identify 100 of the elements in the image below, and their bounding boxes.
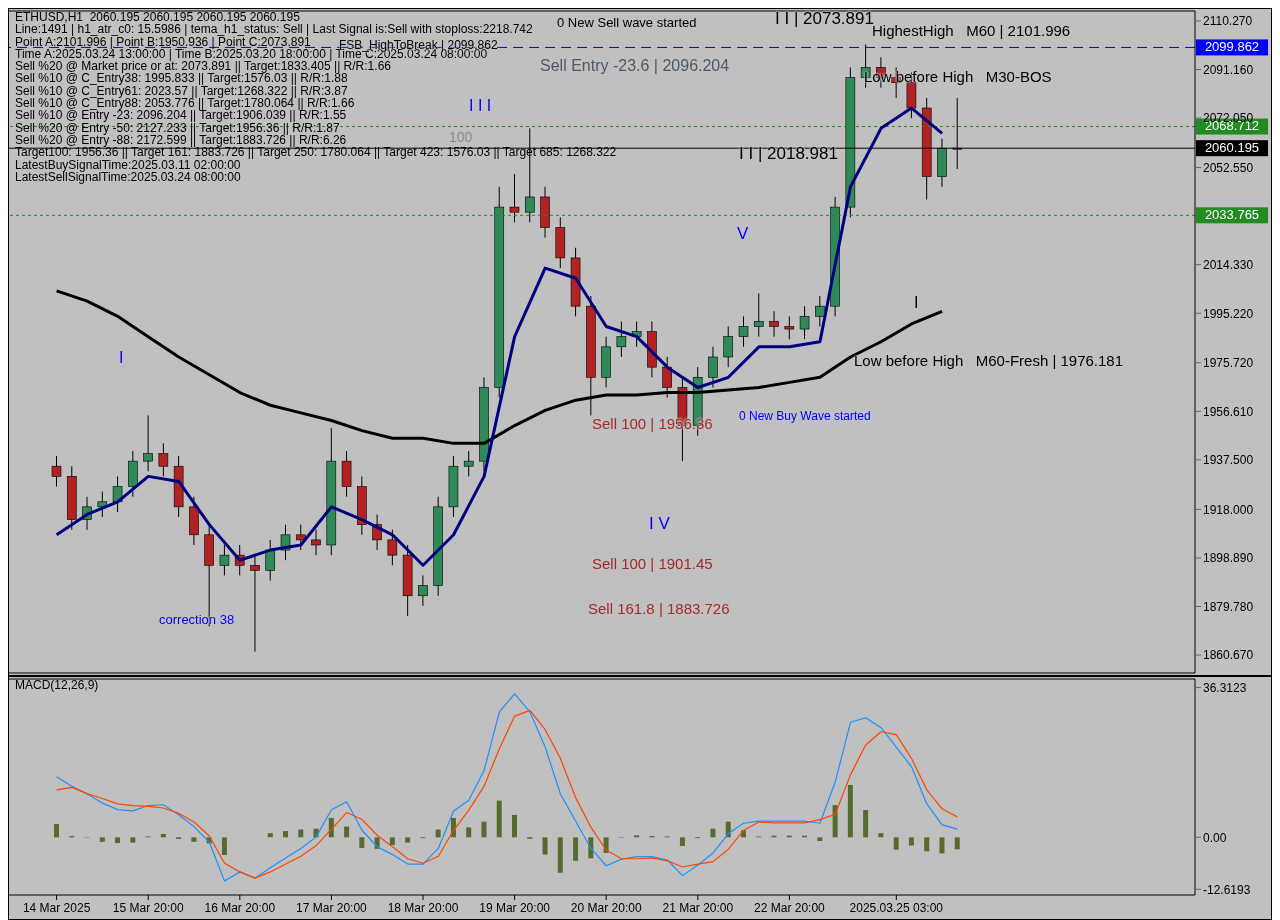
annotation: HighestHigh M60 | 2101.996: [872, 22, 1071, 40]
annotation: 0 New Sell wave started: [557, 15, 697, 32]
x-tick-label: 16 Mar 20:00: [204, 901, 276, 915]
annotation: V: [737, 223, 749, 244]
bar: [954, 837, 960, 850]
candlestick: [723, 326, 734, 368]
x-tick-label: 18 Mar 20:00: [387, 901, 459, 915]
bar: [130, 837, 136, 843]
bar: [893, 837, 899, 850]
bar: [435, 829, 441, 838]
x-tick-label: 22 Mar 20:00: [754, 901, 826, 915]
candlestick: [51, 455, 62, 488]
y-tick-label: 1898.890: [1203, 551, 1254, 566]
y-tick-label: 2091.160: [1203, 62, 1254, 77]
annotation: Sell 161.8 | 1883.726: [588, 600, 730, 618]
bar: [481, 821, 487, 838]
candlestick: [387, 529, 398, 566]
bar: [817, 837, 823, 841]
bar: [832, 805, 838, 838]
bar: [99, 837, 105, 842]
ref-line-label: 2060.195: [1204, 139, 1260, 155]
annotation: Low before High M60-Fresh | 1976.181: [854, 352, 1124, 370]
bar: [359, 837, 365, 849]
bar: [939, 837, 945, 854]
x-tick-label: 17 Mar 20:00: [296, 901, 368, 915]
bar: [405, 837, 411, 843]
annotation: I: [119, 349, 124, 368]
annotation: I I I: [469, 97, 492, 116]
bar: [191, 837, 197, 842]
candlestick: [769, 310, 779, 338]
y-tick-label: 2110.270: [1203, 14, 1253, 29]
candlestick: [265, 539, 276, 582]
bar: [160, 833, 166, 838]
bar: [54, 824, 59, 838]
y-tick-label: 2052.550: [1203, 160, 1254, 175]
y-tick-label: 2014.330: [1203, 257, 1254, 272]
candlestick: [295, 524, 306, 551]
annotation: Line:1491 | h1_atr_c0: 15.5986 | tema_h1_status: Sell | Last Signal is:Sell with stoploss:2218.742: [15, 22, 533, 37]
bar: [847, 784, 853, 838]
bar: [863, 810, 869, 838]
candlestick: [738, 315, 749, 348]
bar: [298, 829, 304, 838]
annotation: I I | 2073.891: [775, 8, 874, 28]
y-tick-label: 1975.720: [1203, 356, 1254, 371]
y-tick-label: 1918.000: [1203, 502, 1254, 517]
ref-line-label: 2099.862: [1204, 38, 1260, 54]
candlestick: [219, 544, 230, 576]
chart-title: MACD(12,26,9): [15, 678, 99, 692]
bar: [924, 837, 930, 852]
y-tick-label: 1956.610: [1203, 404, 1254, 419]
annotation: Sell Entry -23.6 | 2096.204: [540, 57, 730, 76]
y-tick-label: 36.3123: [1203, 680, 1247, 695]
annotation: I: [914, 294, 919, 313]
bar: [221, 837, 227, 856]
candlestick: [616, 320, 627, 358]
bar: [496, 800, 502, 838]
x-tick-label: 19 Mar 20:00: [479, 901, 551, 915]
candlestick: [143, 414, 153, 472]
annotation: I I | 2018.981: [739, 143, 838, 164]
candlestick: [509, 173, 520, 223]
x-tick-label: 15 Mar 20:00: [112, 901, 184, 915]
chart-title: ETHUSD,H1 2060.195 2060.195 2060.195 2060.195: [15, 10, 300, 24]
bar: [710, 828, 716, 838]
candlestick: [815, 295, 825, 327]
candlestick: [662, 356, 672, 399]
x-tick-label: 14 Mar 2025: [22, 901, 91, 915]
bar: [557, 837, 563, 873]
candlestick: [753, 292, 764, 338]
bar: [573, 837, 579, 861]
y-tick-label: 1937.500: [1203, 453, 1254, 468]
annotation: I V: [649, 513, 670, 534]
y-tick-label: -12.6193: [1203, 882, 1251, 897]
bar: [283, 831, 288, 838]
bar: [115, 837, 121, 844]
candlestick: [250, 554, 260, 653]
y-tick-label: 1995.220: [1203, 306, 1254, 321]
bar: [634, 835, 640, 838]
ref-line-label: 2033.765: [1204, 206, 1260, 222]
bar: [679, 837, 685, 846]
bar: [344, 826, 350, 838]
bar: [512, 815, 517, 838]
bar: [267, 833, 273, 838]
x-tick-label: 20 Mar 20:00: [570, 901, 642, 915]
candlestick: [158, 442, 169, 477]
annotation: LatestBuySignalTime:2025.03.11 02:00:00: [15, 157, 242, 172]
annotation: Sell 100 | 1901.45: [592, 555, 713, 573]
candlestick: [784, 315, 795, 340]
candlestick: [418, 574, 428, 607]
annotation: Sell %20 @ Market price or at: 2073.891 || Target:1833.405 || R/R:1.66: [15, 59, 391, 74]
y-tick-label: 1879.780: [1203, 599, 1254, 614]
bar: [908, 837, 914, 846]
annotation: 0 New Buy Wave started: [739, 408, 871, 424]
bar: [466, 827, 472, 838]
y-tick-label: 0.00: [1203, 830, 1227, 845]
candlestick: [708, 346, 718, 388]
candlestick: [97, 491, 108, 518]
candlestick: [311, 529, 321, 556]
y-tick-label: 1860.670: [1203, 648, 1254, 663]
x-tick-label: 2025.03.25 03:00: [849, 901, 944, 915]
bar: [878, 833, 884, 838]
